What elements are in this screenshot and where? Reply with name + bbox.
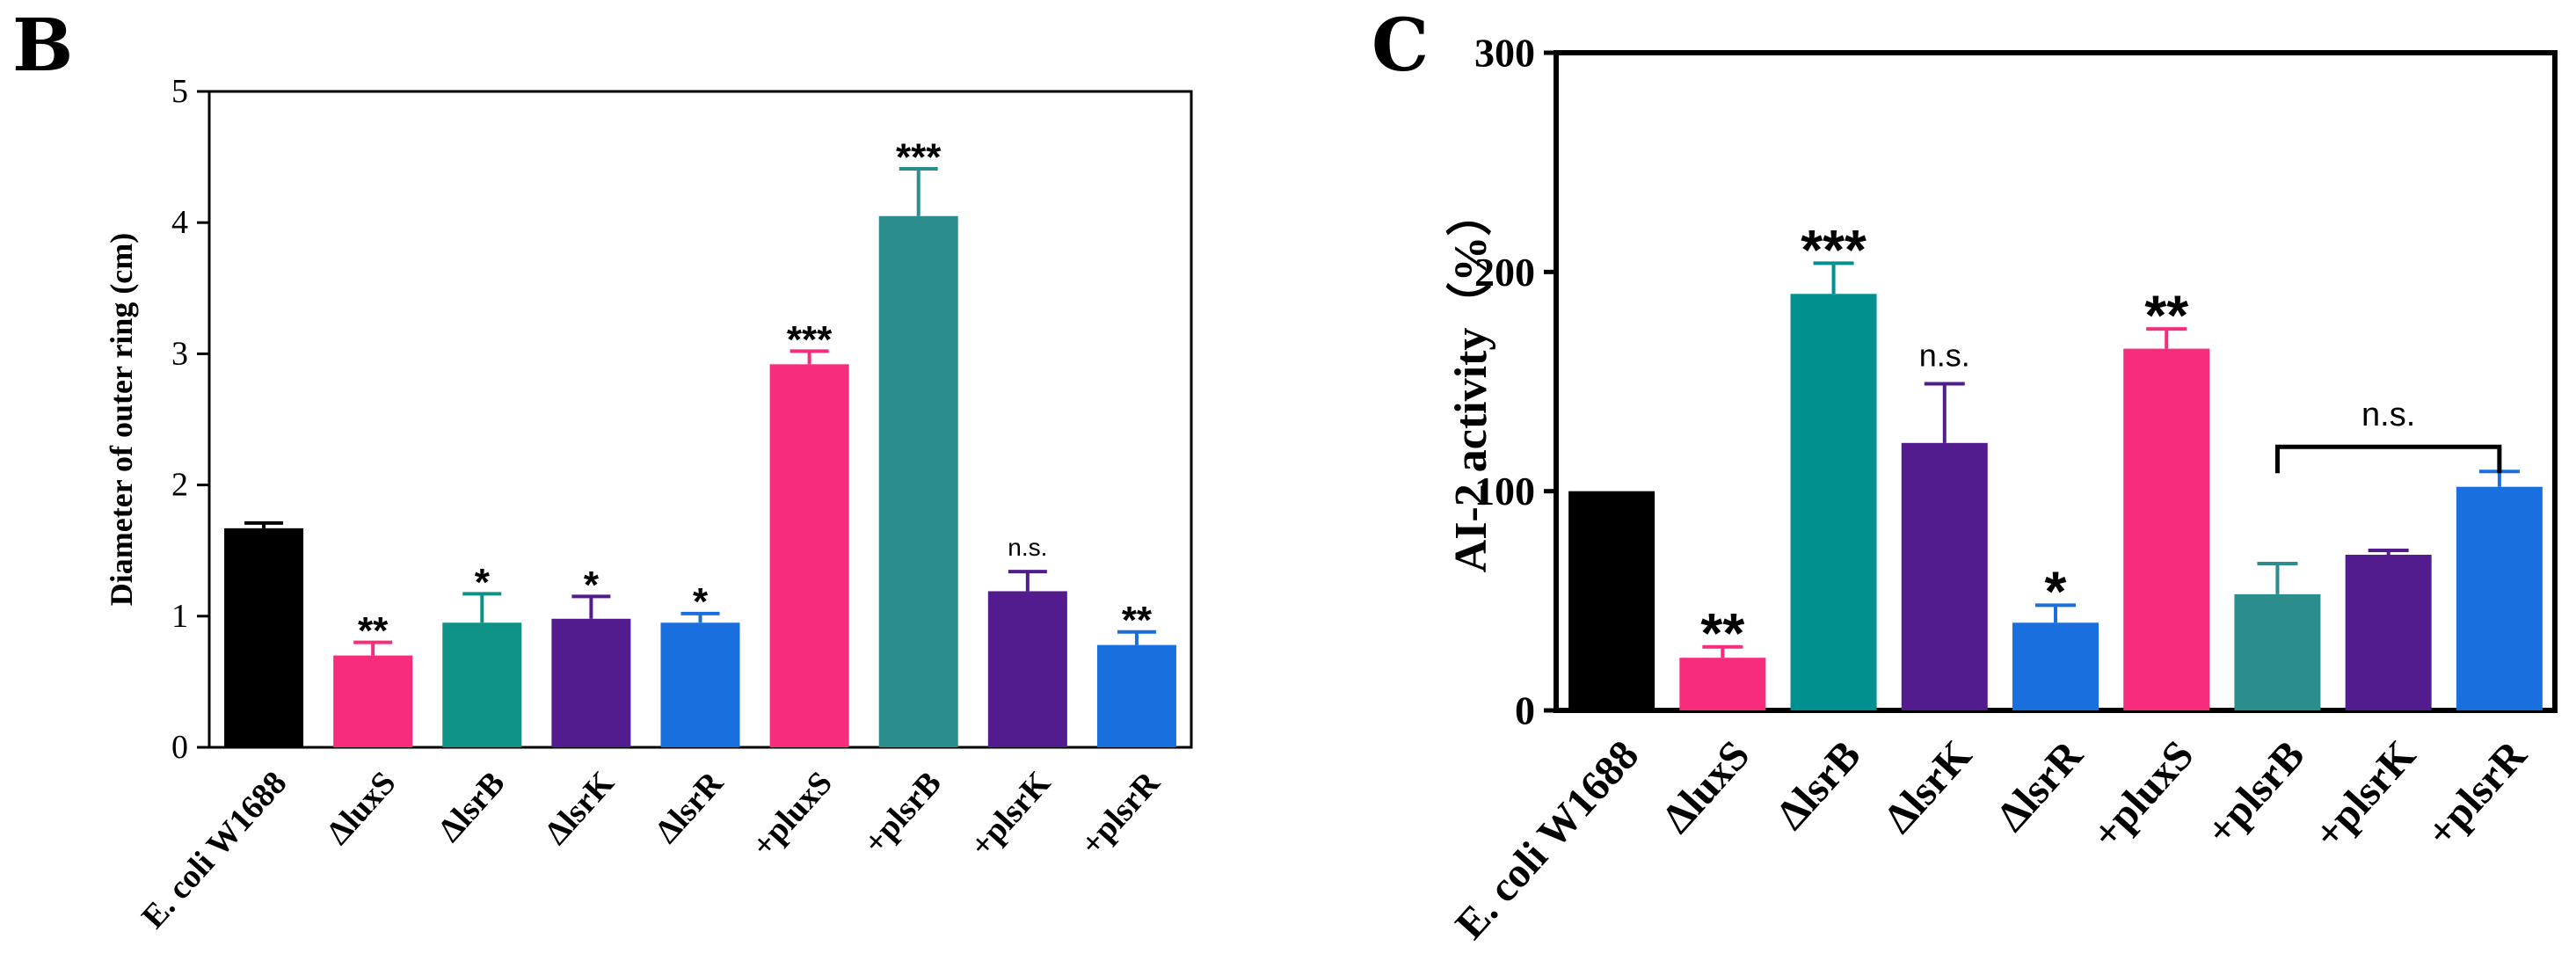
panel-c-comparison-bracket xyxy=(2274,444,2502,474)
panel-b-y-tick-label: 3 xyxy=(171,335,188,372)
panel-b-bar xyxy=(551,618,631,747)
panel-b-category-label: ΔlsrB xyxy=(431,765,512,849)
panel-c-bar xyxy=(2123,348,2210,710)
panel-c-significance-label: ** xyxy=(1700,601,1744,665)
panel-b-category-label: ΔlsrR xyxy=(648,764,731,850)
panel-b-category-label: ΔlsrK xyxy=(538,764,622,851)
panel-c-bar xyxy=(2012,622,2099,710)
panel-b-chart: B 0 1 2 3 4 5 Diameter of outer ring (cm) E. col… xyxy=(12,4,1193,936)
panel-c-significance-label: * xyxy=(2045,560,2067,623)
panel-b-y-axis-label: Diameter of outer ring (cm) xyxy=(104,233,139,607)
panel-c-bar xyxy=(1679,658,1766,710)
panel-b-bar xyxy=(878,215,958,748)
panel-c-bar xyxy=(1901,442,1988,710)
panel-b-bar xyxy=(987,591,1067,747)
panel-b-bar xyxy=(333,655,413,747)
panel-c-category-label: +plsrR xyxy=(2418,731,2536,855)
panel-b-significance-label: * xyxy=(475,561,491,604)
panel-b-significance-label: *** xyxy=(896,135,942,178)
panel-c-bar xyxy=(1790,294,1877,710)
panel-c-category-label: ΔlsrB xyxy=(1767,731,1870,838)
panel-c-bar xyxy=(2456,486,2543,710)
panel-c-chart: C 0 100 200 300 AI-2 activity（%） E. coli W1688… xyxy=(1372,4,2558,948)
panel-c-category-label: +pluxS xyxy=(2083,731,2202,857)
panel-b-bar xyxy=(769,364,849,747)
panel-b-y-tick-label: 4 xyxy=(171,204,188,241)
panel-b-y-tick-label: 1 xyxy=(171,598,188,635)
panel-b-category-label: +pluxS xyxy=(745,765,840,864)
panel-b-significance-label: * xyxy=(584,564,600,607)
panel-c-y-tick-label: 0 xyxy=(1515,688,1535,733)
panel-b-category-label: ΔluxS xyxy=(319,765,403,852)
panel-c-category-label: ΔluxS xyxy=(1653,731,1758,841)
panel-c-y-tick-label: 200 xyxy=(1474,250,1535,295)
panel-b-y-tick-label: 5 xyxy=(171,73,188,110)
panel-c-y-tick-label: 100 xyxy=(1474,469,1535,513)
panel-c-bar xyxy=(1568,491,1655,710)
panel-b-category-label: +plsrB xyxy=(856,765,949,862)
panel-c-bracket-label: n.s. xyxy=(2361,397,2415,433)
panel-b-significance-label: ** xyxy=(358,609,389,652)
panel-c-significance-label: n.s. xyxy=(1919,337,1970,373)
panel-b-letter: B xyxy=(12,4,73,88)
panel-b-significance-label: n.s. xyxy=(1008,534,1047,561)
panel-b-bar xyxy=(1096,644,1176,747)
panel-c-bar xyxy=(2234,593,2321,710)
panel-b-category-label: +plsrK xyxy=(963,764,1058,864)
panel-c-category-label: +plsrK xyxy=(2305,731,2425,857)
panel-b-significance-label: *** xyxy=(787,318,833,361)
panel-c-category-label: ΔlsrK xyxy=(1875,731,1981,841)
panel-c-significance-label: ** xyxy=(2144,284,2188,347)
panel-c-bar xyxy=(2345,554,2432,710)
panel-c-y-tick-label: 300 xyxy=(1474,31,1535,76)
panel-c-category-label: +plsrB xyxy=(2197,731,2314,854)
panel-c-letter: C xyxy=(1372,4,1429,88)
panel-c-category-label: ΔlsrR xyxy=(1988,731,2092,840)
panel-b-y-tick-label: 2 xyxy=(171,467,188,504)
panel-c-y-axis-label: AI-2 activity（%） xyxy=(1445,191,1496,573)
panel-c-category-label: E. coli W1688 xyxy=(1446,731,1648,948)
panel-b-y-tick-label: 0 xyxy=(171,729,188,766)
panel-b-bar xyxy=(442,622,522,747)
panel-b-category-label: E. coli W1688 xyxy=(135,765,294,936)
panel-b-bar xyxy=(224,528,304,747)
panel-b-significance-label: ** xyxy=(1122,599,1153,642)
panel-b-significance-label: * xyxy=(693,580,709,623)
panel-b-category-label: +plsrR xyxy=(1073,764,1168,862)
panel-c-significance-label: *** xyxy=(1801,218,1867,281)
panel-b-bar xyxy=(660,622,740,747)
